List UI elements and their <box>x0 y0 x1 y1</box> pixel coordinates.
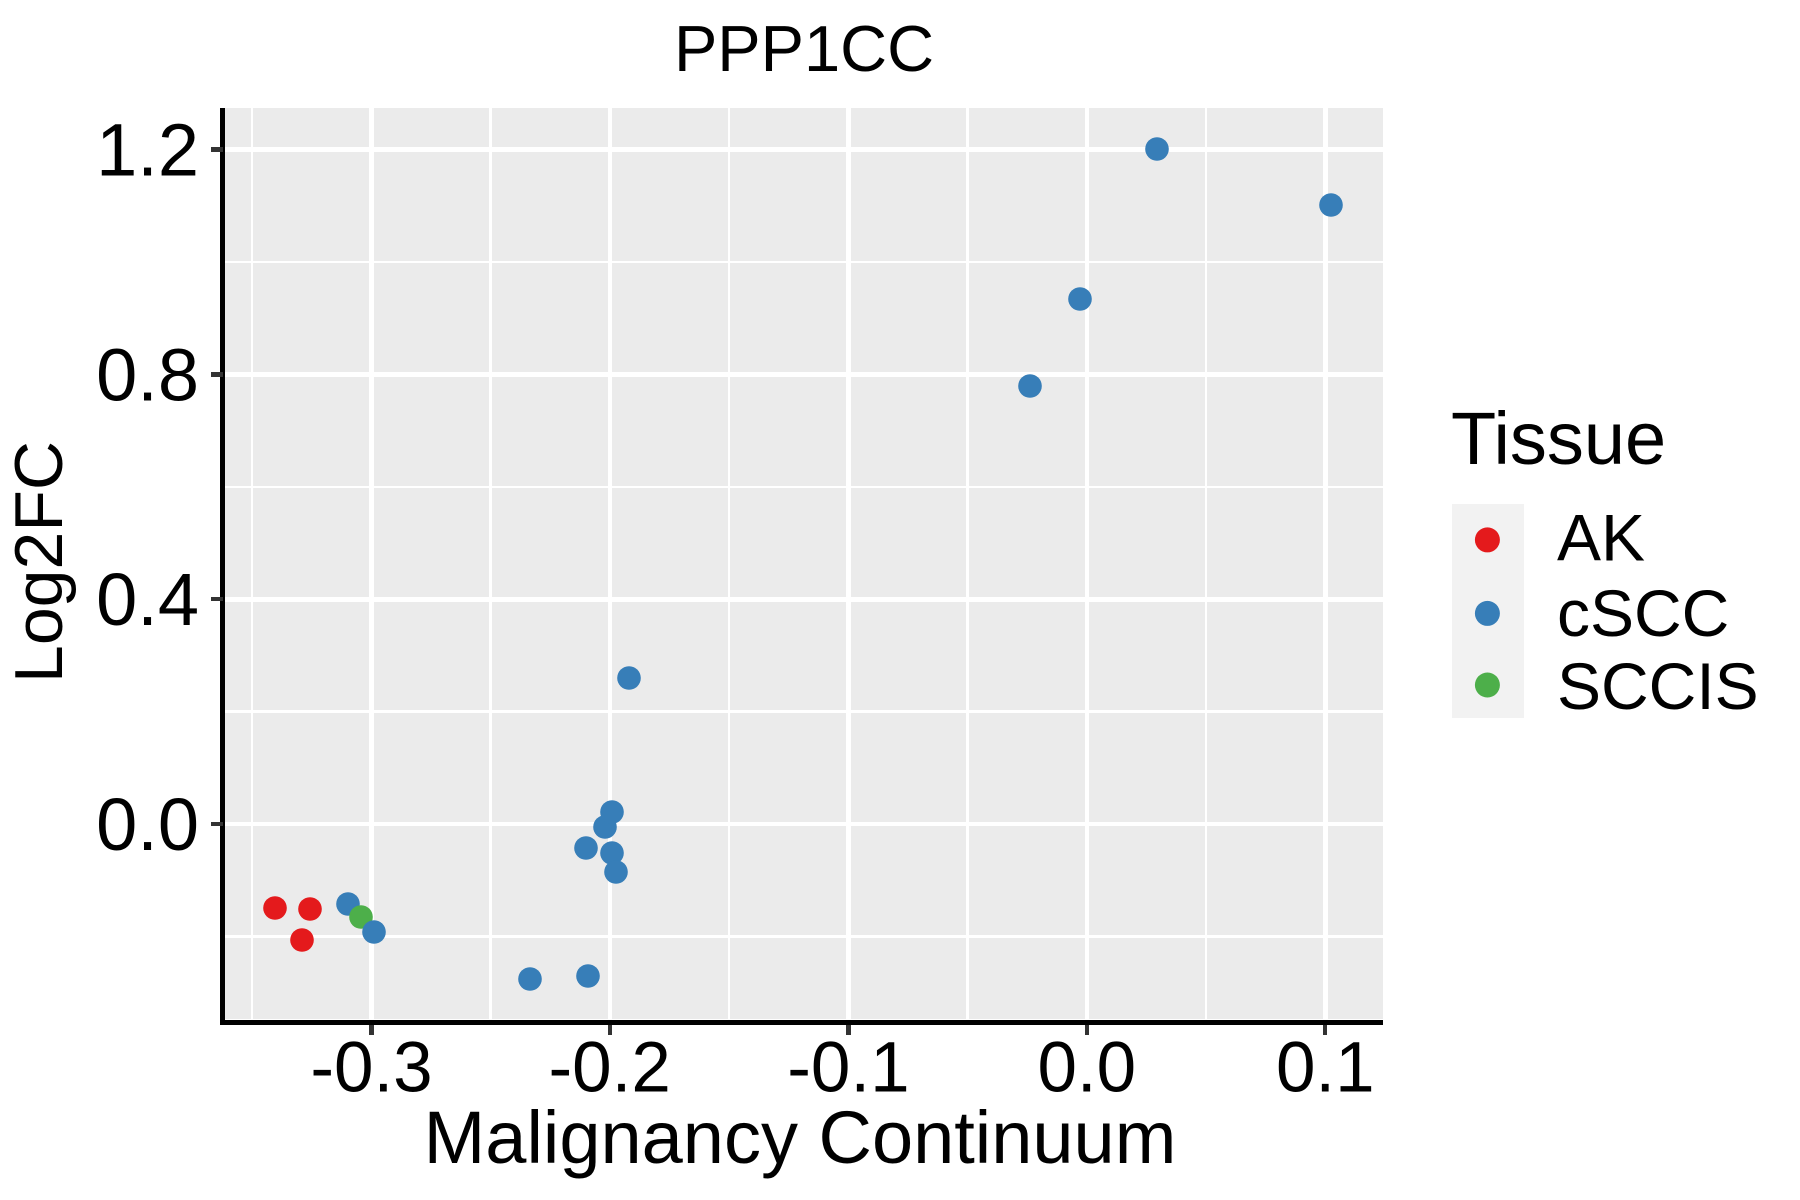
svg-text:0.4: 0.4 <box>96 558 199 641</box>
svg-text:0.1: 0.1 <box>1276 1029 1375 1108</box>
svg-text:cSCC: cSCC <box>1557 576 1729 650</box>
svg-text:0.8: 0.8 <box>96 333 199 416</box>
svg-text:SCCIS: SCCIS <box>1557 649 1759 723</box>
svg-text:Log2FC: Log2FC <box>1 441 77 683</box>
svg-text:0.0: 0.0 <box>96 783 199 866</box>
svg-text:-0.2: -0.2 <box>549 1029 671 1108</box>
svg-text:-0.3: -0.3 <box>310 1029 432 1108</box>
svg-text:Tissue: Tissue <box>1451 397 1666 480</box>
svg-text:-0.1: -0.1 <box>787 1029 909 1108</box>
svg-text:AK: AK <box>1557 501 1645 575</box>
svg-text:PPP1CC: PPP1CC <box>674 12 934 85</box>
svg-text:1.2: 1.2 <box>96 109 199 192</box>
svg-text:0.0: 0.0 <box>1037 1029 1136 1108</box>
svg-text:Malignancy Continuum: Malignancy Continuum <box>424 1096 1177 1179</box>
